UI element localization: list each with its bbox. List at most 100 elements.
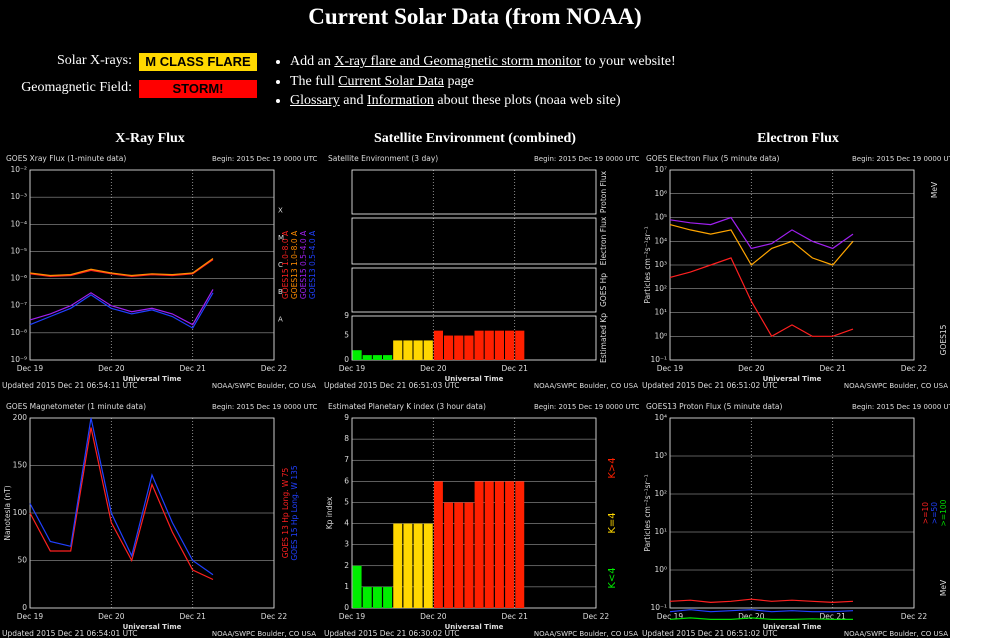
begin-label: Begin: 2015 Dec 19 0000 UTC — [212, 155, 317, 163]
plot-frame — [29, 169, 275, 361]
kp-bar — [474, 481, 484, 608]
series-line — [29, 259, 214, 278]
x-tick-label: Dec 19 — [657, 364, 684, 373]
y-tick-label: 1 — [344, 582, 349, 591]
kp-bar — [372, 586, 382, 608]
y-tick-label: 10¹ — [654, 527, 667, 536]
kp-bar — [454, 335, 464, 360]
series-line — [669, 224, 854, 266]
y-tick-label: 5 — [344, 331, 349, 340]
legend-label: >=100 — [939, 499, 948, 526]
link[interactable]: Glossary — [290, 93, 340, 108]
y-tick-label: 10⁻¹ — [650, 355, 667, 364]
kp-bar — [444, 502, 454, 608]
kp-bar — [515, 481, 525, 608]
text: The full — [290, 73, 339, 89]
kp-bar — [505, 330, 515, 360]
status-row: Solar X-rays: M CLASS FLARE — [0, 52, 262, 72]
plot-frame — [669, 417, 915, 609]
status-badge: M CLASS FLARE — [138, 52, 258, 72]
series-line — [29, 417, 214, 576]
legend-label: GOES15 0.5–4.0 A — [299, 230, 308, 299]
y-tick-label: 5 — [344, 497, 349, 506]
begin-label: Begin: 2015 Dec 19 0000 UTC — [534, 403, 639, 411]
sub-frame — [351, 217, 597, 265]
link[interactable]: X-ray flare and Geomagnetic storm monito… — [334, 54, 582, 69]
sub-label: Electron Flux — [599, 216, 608, 265]
y-tick-label: 10⁻³ — [10, 192, 27, 201]
y-tick-label: 10⁻² — [10, 165, 27, 174]
credit-label: NOAA/SWPC Boulder, CO USA — [212, 382, 316, 390]
link-item: Glossary and Information about these plo… — [290, 91, 676, 111]
kp-bar — [383, 586, 393, 608]
kp-bar — [362, 355, 372, 360]
x-tick-label: Dec 22 — [901, 364, 928, 373]
y-tick-label: 8 — [344, 434, 349, 443]
chart-panel: GOES13 Proton Flux (5 minute data) Begin:… — [640, 400, 950, 638]
y-tick-label: 10³ — [654, 451, 667, 460]
legend-label: GOES15 1.0–8.0 A — [281, 230, 290, 299]
y-tick-label: 150 — [13, 461, 28, 470]
series-line — [29, 427, 214, 581]
column-title: Electron Flux — [757, 131, 839, 146]
plot-frame — [351, 417, 597, 609]
link[interactable]: Information — [367, 93, 434, 108]
legend-label: GOES 13 Hp Long. W 75 — [281, 467, 290, 558]
kp-bar — [362, 586, 372, 608]
x-tick-label: Dec 22 — [901, 612, 928, 621]
x-axis-label: Universal Time — [763, 375, 822, 383]
sub-frame — [351, 315, 597, 361]
y-tick-label: 10² — [654, 284, 667, 293]
kp-bar — [413, 523, 423, 608]
credit-label: NOAA/SWPC Boulder, CO USA — [212, 630, 316, 638]
series-line — [29, 289, 214, 326]
x-tick-label: Dec 22 — [261, 364, 288, 373]
y-tick-label: 10⁻⁸ — [10, 328, 27, 337]
kp-bar — [393, 523, 403, 608]
y-tick-label: 0 — [22, 603, 27, 612]
x-axis-label: Universal Time — [445, 375, 504, 383]
status-badge: STORM! — [138, 79, 258, 99]
kp-bar — [433, 330, 443, 360]
kp-bar — [352, 350, 362, 360]
series-line — [669, 216, 854, 250]
kp-bar — [494, 330, 504, 360]
x-tick-label: Dec 19 — [339, 364, 366, 373]
text: and — [339, 93, 367, 108]
sub-label: Proton Flux — [599, 170, 608, 213]
text: page — [443, 73, 474, 89]
kp-bar — [474, 330, 484, 360]
panel-title: Satellite Environment (3 day) — [328, 154, 438, 163]
updated-label: Updated 2015 Dec 21 06:51:03 UTC — [324, 381, 460, 390]
y-axis-label: Particles cm⁻²s⁻¹sr⁻¹ — [643, 226, 652, 303]
panel-title: GOES13 Proton Flux (5 minute data) — [646, 402, 782, 411]
kp-bar — [464, 502, 474, 608]
y-tick-label: 7 — [344, 455, 349, 464]
x-tick-label: Dec 21 — [819, 364, 846, 373]
sub-label: Estimated Kp — [599, 313, 608, 363]
chart-panel: Estimated Planetary K index (3 hour data… — [322, 400, 640, 638]
chart-panel: GOES Electron Flux (5 minute data) Begin:… — [640, 152, 950, 390]
text: Add an — [290, 54, 335, 69]
right-label: MeV — [939, 579, 948, 596]
y-tick-label: 10³ — [654, 260, 667, 269]
x-tick-label: Dec 20 — [98, 612, 125, 621]
y-tick-label: 9 — [344, 413, 349, 422]
y-tick-label: 10² — [654, 489, 667, 498]
kp-bar — [484, 330, 494, 360]
updated-label: Updated 2015 Dec 21 06:30:02 UTC — [324, 629, 460, 638]
y-tick-label: 10⁷ — [654, 165, 667, 174]
link-item: Add an X-ray flare and Geomagnetic storm… — [290, 52, 676, 72]
x-tick-label: Dec 20 — [738, 612, 765, 621]
kp-bar — [352, 565, 362, 608]
class-label: M — [278, 234, 284, 242]
begin-label: Begin: 2015 Dec 19 0000 UTC — [852, 403, 950, 411]
column-title: X-Ray Flux — [115, 131, 185, 146]
y-tick-label: 50 — [17, 556, 27, 565]
kp-bar — [383, 355, 393, 360]
link[interactable]: Current Solar Data — [338, 73, 444, 89]
x-tick-label: Dec 21 — [501, 364, 528, 373]
page: Current Solar Data (from NOAA) Solar X-r… — [0, 0, 950, 638]
kp-bar — [393, 340, 403, 360]
